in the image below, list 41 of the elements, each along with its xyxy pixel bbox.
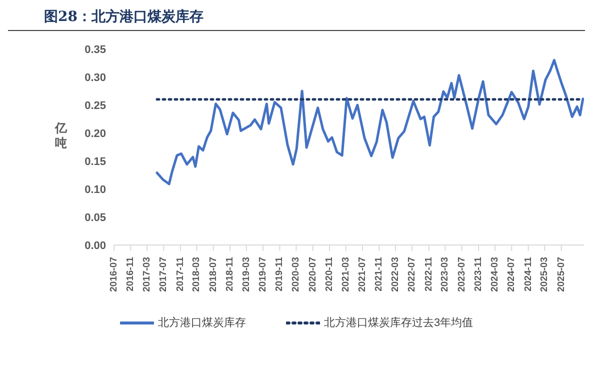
- x-tick-label: 2017-07: [158, 257, 170, 292]
- x-tick-label: 2019-07: [258, 257, 268, 292]
- y-tick-label: 0.15: [84, 156, 106, 168]
- y-tick-label: 0.00: [84, 240, 106, 252]
- x-tick-label: 2025-03: [539, 257, 550, 292]
- x-tick-label: 2023-07: [456, 257, 468, 292]
- x-tick-label: 2017-11: [174, 256, 186, 292]
- x-tick-label: 2019-03: [240, 257, 252, 292]
- x-tick-label: 2023-03: [440, 257, 451, 292]
- x-tick-label: 2025-07: [556, 257, 567, 292]
- legend-label: 北方港口煤炭库存: [158, 316, 246, 330]
- x-tick-label: 2022-03: [390, 257, 402, 292]
- y-tick-label: 0.25: [84, 100, 106, 112]
- x-tick-label: 2018-11: [224, 256, 236, 292]
- x-tick-label: 2024-11: [522, 256, 534, 292]
- x-tick-label: 2020-03: [290, 257, 302, 292]
- x-tick-label: 2022-07: [406, 257, 418, 292]
- x-tick-label: 2018-07: [208, 257, 219, 292]
- line-series: [156, 58, 584, 186]
- x-tick-label: 2020-07: [307, 257, 318, 292]
- y-tick-label: 0.30: [84, 72, 106, 84]
- x-tick-label: 2017-03: [142, 257, 153, 292]
- x-tick-label: 2018-03: [191, 257, 202, 292]
- x-tick-label: 2021-11: [374, 256, 385, 292]
- y-tick-label: 0.20: [84, 128, 106, 140]
- x-tick-label: 2021-07: [356, 257, 368, 292]
- chart-title: 图28：北方港口煤炭库存: [8, 8, 585, 31]
- x-tick-label: 2023-11: [473, 256, 484, 292]
- legend-label: 北方港口煤炭库存过去3年均值: [324, 316, 474, 330]
- x-tick-label: 2024-07: [506, 257, 518, 292]
- y-axis-title: 亿吨: [54, 121, 68, 151]
- x-tick-label: 2021-03: [340, 257, 352, 292]
- x-tick-label: 2020-11: [324, 256, 336, 292]
- x-tick-label: 2016-11: [125, 256, 136, 292]
- x-tick-label: 2019-11: [274, 256, 286, 292]
- x-tick-label: 2024-03: [490, 257, 501, 292]
- x-tick-label: 2016-07: [108, 257, 120, 292]
- x-tick-label: 2022-11: [423, 256, 434, 292]
- y-tick-label: 0.10: [84, 184, 106, 196]
- y-tick-label: 0.05: [84, 212, 106, 224]
- y-tick-label: 0.35: [84, 44, 106, 56]
